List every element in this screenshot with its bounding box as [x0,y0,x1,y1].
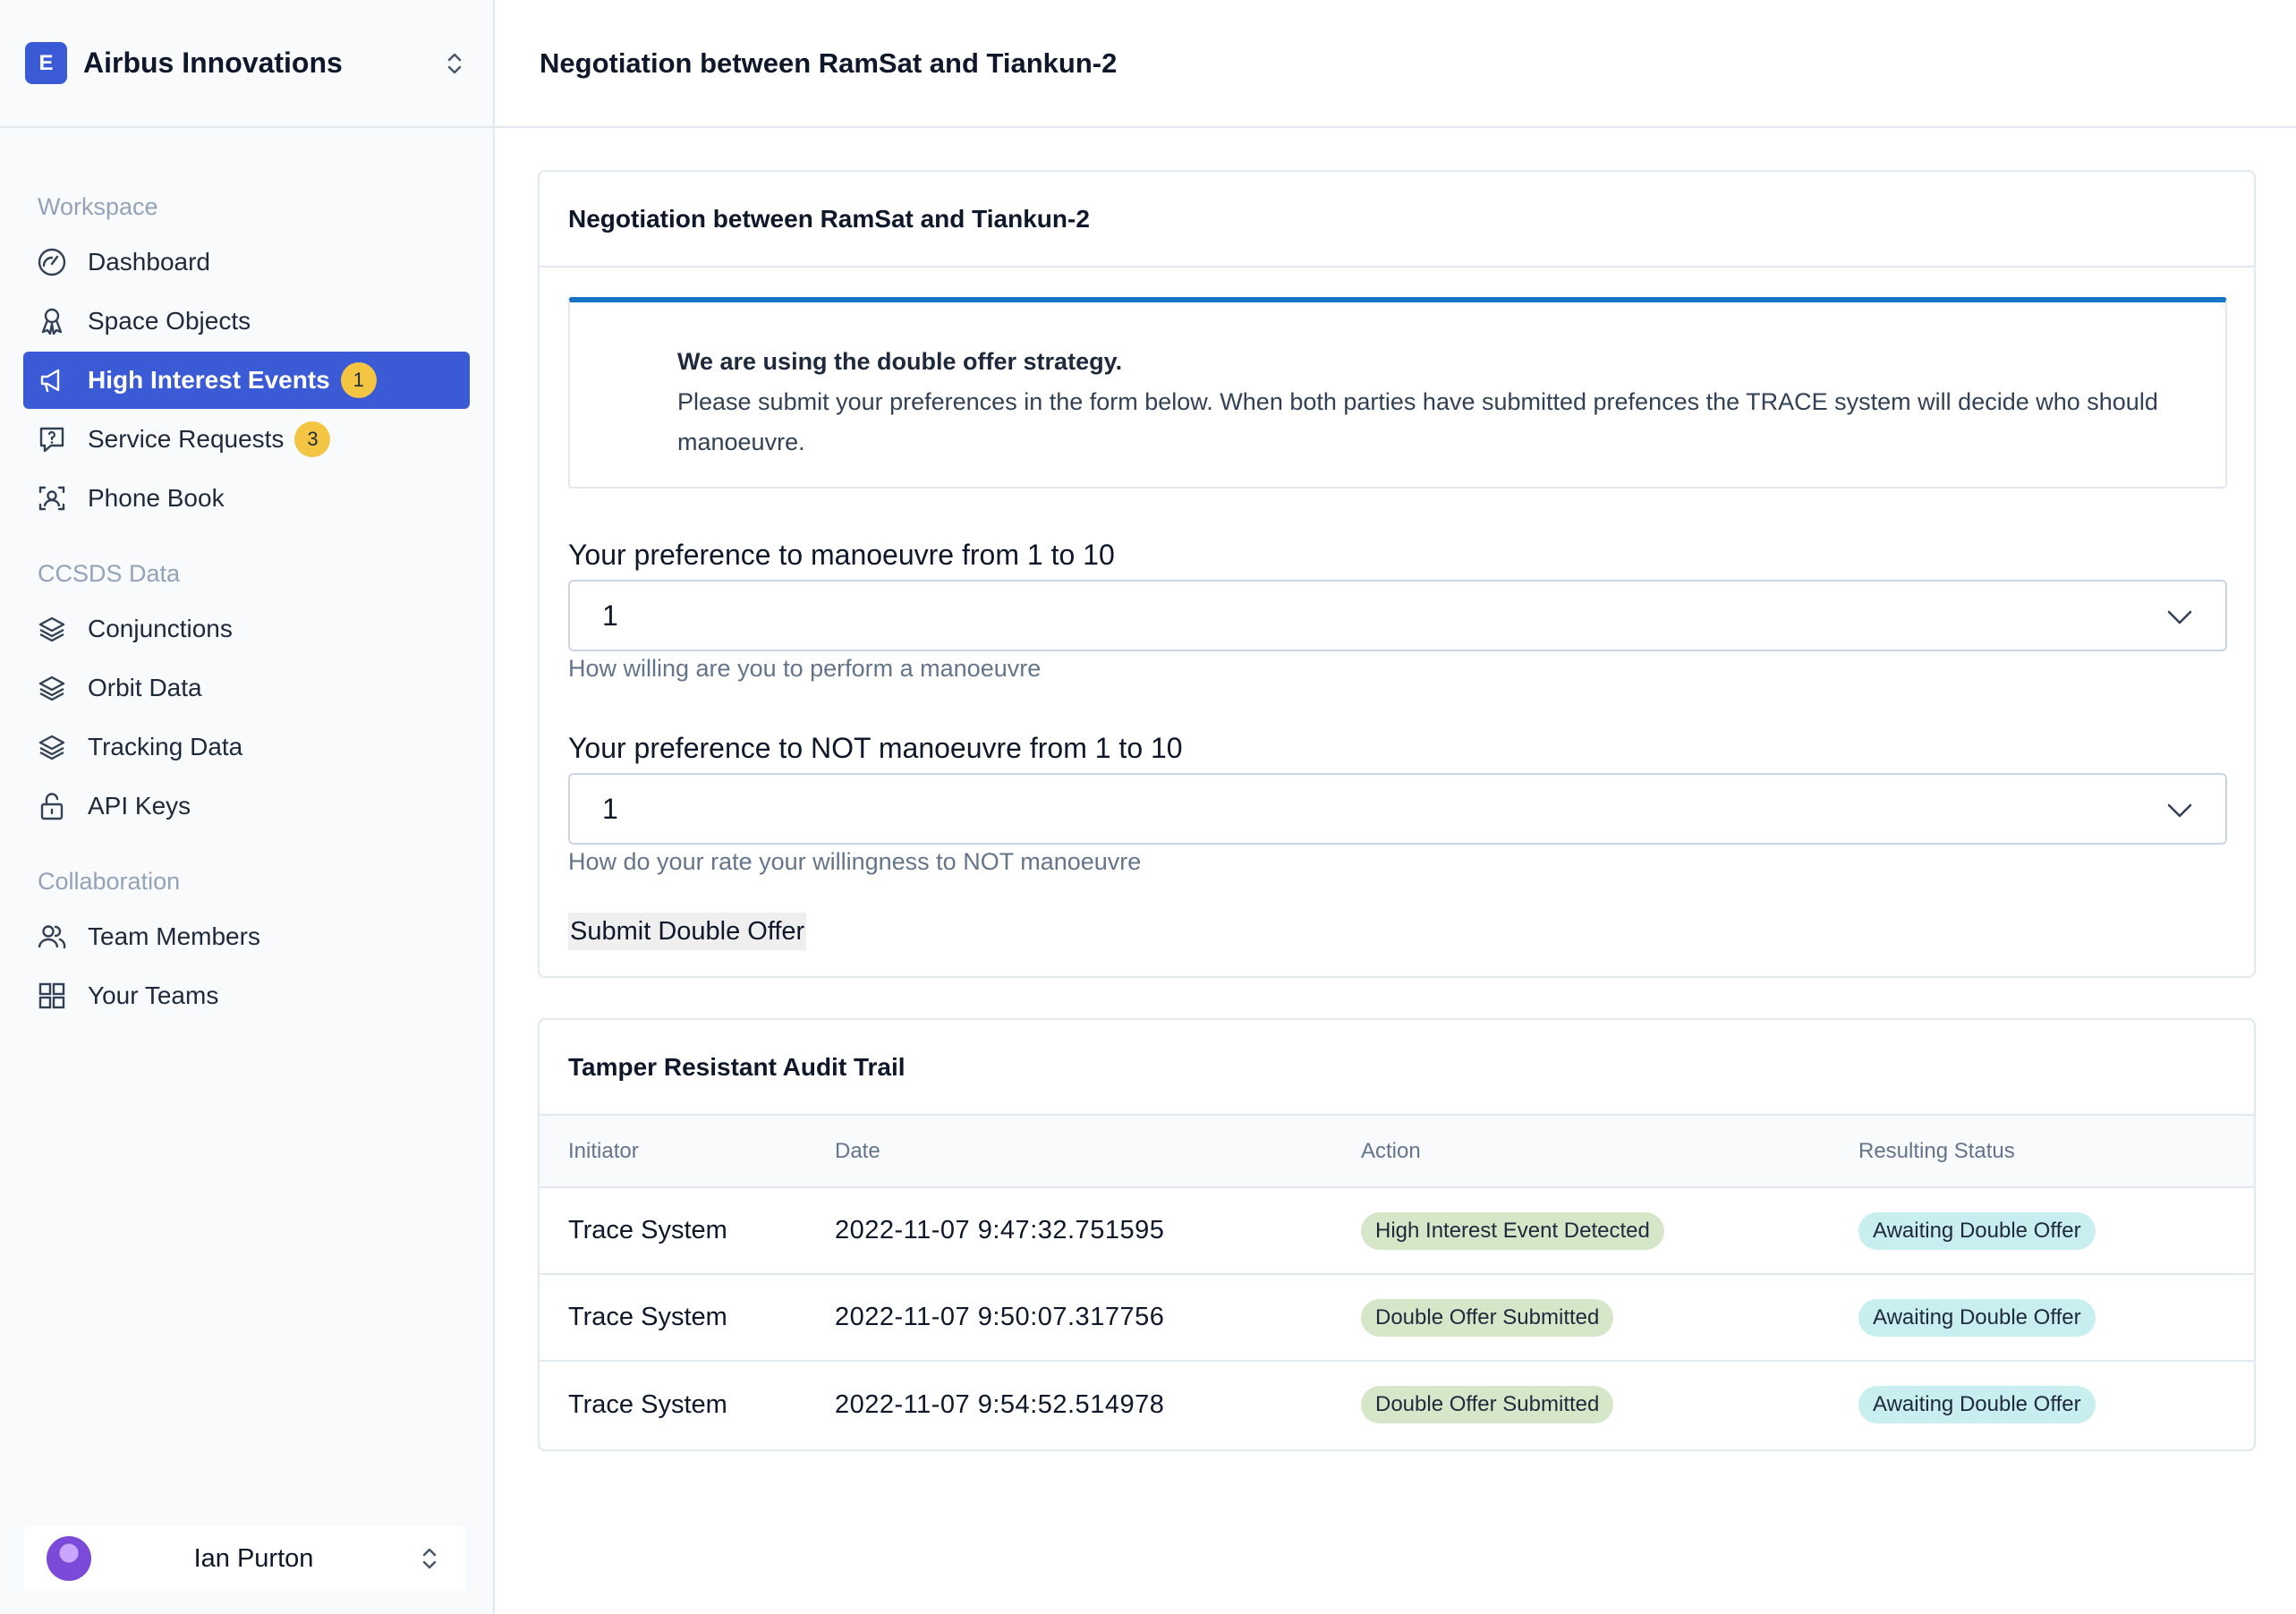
initiator-cell: Trace System [568,1389,727,1419]
info-heading: We are using the double offer strategy. [677,348,1123,375]
negotiation-card-title: Negotiation between RamSat and Tiankun-2 [540,172,2254,268]
select-value: 1 [602,792,618,825]
count-badge: 1 [340,362,377,398]
layers-icon [36,613,68,645]
sidebar-item-label: Team Members [88,922,260,950]
top-bar: Negotiation between RamSat and Tiankun-2 [495,0,2296,128]
sidebar-item-dashboard[interactable]: Dashboard [23,234,470,291]
audit-trail-card: Tamper Resistant Audit Trail Initiator D… [538,1018,2256,1451]
sidebar-item-label: API Keys [88,792,191,820]
sidebar-item-label: High Interest Events [88,366,330,394]
sidebar-item-label: Dashboard [88,248,210,276]
status-badge: Awaiting Double Offer [1858,1211,2096,1250]
table-row: Trace System 2022-11-07 9:54:52.514978 D… [540,1361,2254,1448]
action-badge: High Interest Event Detected [1361,1211,1664,1250]
chevron-up-down-icon[interactable] [441,46,468,81]
org-logo: E [25,42,67,84]
megaphone-icon [36,364,68,396]
sidebar-item-label: Phone Book [88,484,225,512]
contact-scan-icon [36,482,68,514]
not-manoeuvre-preference-label: Your preference to NOT manoeuvre from 1 … [568,732,1183,764]
sidebar-item-label: Service Requests [88,425,285,453]
sidebar-item-api-keys[interactable]: API Keys [23,777,470,835]
status-badge: Awaiting Double Offer [1858,1298,2096,1337]
chevron-up-down-icon[interactable] [416,1541,443,1576]
sidebar-item-label: Space Objects [88,307,251,335]
column-header: Action [1361,1116,1858,1188]
sidebar-item-label: Conjunctions [88,615,233,642]
gauge-icon [36,246,68,278]
org-switcher[interactable]: E Airbus Innovations [0,0,493,128]
rocket-icon [36,305,68,337]
nav-section-workspace: Workspace [38,193,158,220]
layers-icon [36,731,68,763]
user-name: Ian Purton [193,1543,314,1573]
column-header: Resulting Status [1858,1116,2254,1188]
sidebar-nav: Workspace Dashboard Space Objects High I… [0,128,493,1024]
org-name: Airbus Innovations [83,47,343,79]
users-icon [36,921,68,953]
sidebar-item-team-members[interactable]: Team Members [23,908,470,965]
sidebar-item-label: Your Teams [88,981,219,1009]
nav-section-collaboration: Collaboration [38,868,181,895]
status-badge: Awaiting Double Offer [1858,1386,2096,1423]
date-cell: 2022-11-07 9:50:07.317756 [835,1274,1361,1362]
avatar [47,1536,91,1581]
unlock-icon [36,790,68,822]
chevron-down-icon [2166,793,2193,826]
audit-trail-title: Tamper Resistant Audit Trail [540,1020,2254,1116]
column-header: Date [835,1116,1361,1188]
audit-table: Initiator Date Action Resulting Status T… [540,1116,2254,1448]
sidebar-item-high-interest-events[interactable]: High Interest Events 1 [23,352,470,409]
initiator-cell: Trace System [540,1274,835,1362]
sidebar-item-service-requests[interactable]: Service Requests 3 [23,411,470,468]
grid-icon [36,980,68,1012]
table-row: Trace System 2022-11-07 9:47:32.751595 H… [540,1187,2254,1275]
initiator-cell: Trace System [540,1187,835,1275]
action-badge: Double Offer Submitted [1361,1386,1614,1423]
page-title: Negotiation between RamSat and Tiankun-2 [540,47,1118,79]
chevron-down-icon [2166,599,2193,633]
manoeuvre-preference-select[interactable]: 1 [568,580,2227,651]
sidebar-item-space-objects[interactable]: Space Objects [23,293,470,350]
select-value: 1 [602,599,618,632]
sidebar-item-label: Tracking Data [88,733,243,760]
layers-icon [36,672,68,704]
info-text: Please submit your preferences in the fo… [677,388,2158,455]
chat-question-icon [36,423,68,455]
nav-section-ccsds: CCSDS Data [38,560,181,587]
sidebar-item-orbit-data[interactable]: Orbit Data [23,659,470,717]
not-manoeuvre-preference-select[interactable]: 1 [568,773,2227,845]
negotiation-card: Negotiation between RamSat and Tiankun-2… [538,170,2256,978]
count-badge: 3 [294,421,331,457]
strategy-info-box: We are using the double offer strategy. … [568,297,2227,488]
sidebar: E Airbus Innovations Workspace Dashboard… [0,0,495,1614]
not-manoeuvre-preference-help: How do your rate your willingness to NOT… [568,848,1142,875]
user-menu[interactable]: Ian Purton [23,1526,466,1591]
sidebar-item-tracking-data[interactable]: Tracking Data [23,718,470,776]
sidebar-item-conjunctions[interactable]: Conjunctions [23,600,470,658]
action-badge: Double Offer Submitted [1361,1298,1614,1337]
date-cell: 2022-11-07 9:47:32.751595 [835,1187,1361,1275]
sidebar-item-your-teams[interactable]: Your Teams [23,967,470,1024]
sidebar-item-phone-book[interactable]: Phone Book [23,470,470,527]
manoeuvre-preference-label: Your preference to manoeuvre from 1 to 1… [568,539,1115,571]
column-header: Initiator [540,1116,835,1188]
sidebar-item-label: Orbit Data [88,674,202,701]
table-row: Trace System 2022-11-07 9:50:07.317756 D… [540,1274,2254,1362]
manoeuvre-preference-help: How willing are you to perform a manoeuv… [568,655,1042,682]
date-cell: 2022-11-07 9:54:52.514978 [835,1389,1165,1419]
table-header-row: Initiator Date Action Resulting Status [540,1116,2254,1188]
submit-double-offer-button[interactable]: Submit Double Offer [568,913,807,950]
